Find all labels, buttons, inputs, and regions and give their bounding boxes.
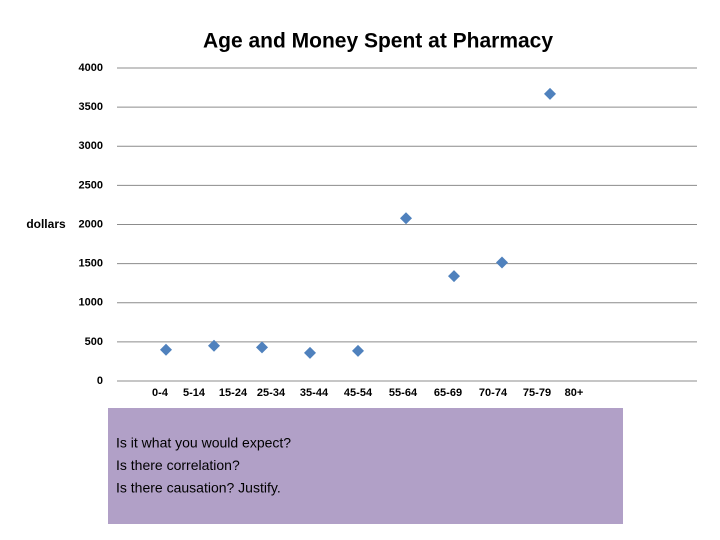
y-tick-label: 2000 <box>79 218 103 230</box>
x-tick-label: 5-14 <box>183 387 206 399</box>
x-tick-label: 35-44 <box>300 387 329 399</box>
x-tick-label: 70-74 <box>479 387 508 399</box>
x-tick-label: 65-69 <box>434 387 462 399</box>
y-tick-label: 500 <box>85 336 103 348</box>
y-tick-label: 0 <box>97 375 103 387</box>
question-box <box>108 408 623 524</box>
question-text: Is it what you would expect? <box>116 435 291 451</box>
y-tick-label: 4000 <box>79 62 103 74</box>
chart-title: Age and Money Spent at Pharmacy <box>203 30 553 53</box>
x-tick-label: 80+ <box>565 387 584 399</box>
point <box>400 212 412 225</box>
x-tick-label: 55-64 <box>389 387 418 399</box>
question-text: Is there correlation? <box>116 457 240 473</box>
y-tick-label: 3500 <box>79 101 103 113</box>
y-tick-label: 1500 <box>79 258 103 270</box>
y-axis-label: dollars <box>26 217 66 231</box>
point <box>160 343 172 356</box>
point <box>544 87 556 100</box>
y-tick-label: 3000 <box>79 140 103 152</box>
point <box>352 344 364 357</box>
point <box>256 341 268 354</box>
x-tick-label: 75-79 <box>523 387 551 399</box>
x-tick-label: 25-34 <box>257 387 286 399</box>
x-tick-label: 45-54 <box>344 387 373 399</box>
point <box>304 346 316 359</box>
point <box>496 256 508 269</box>
y-tick-label: 1000 <box>79 297 103 309</box>
x-tick-label: 15-24 <box>219 387 248 399</box>
question-text: Is there causation? Justify. <box>116 480 281 496</box>
y-tick-label: 2500 <box>79 179 103 191</box>
point <box>208 339 220 352</box>
x-tick-label: 0-4 <box>152 387 169 399</box>
point <box>448 270 460 283</box>
